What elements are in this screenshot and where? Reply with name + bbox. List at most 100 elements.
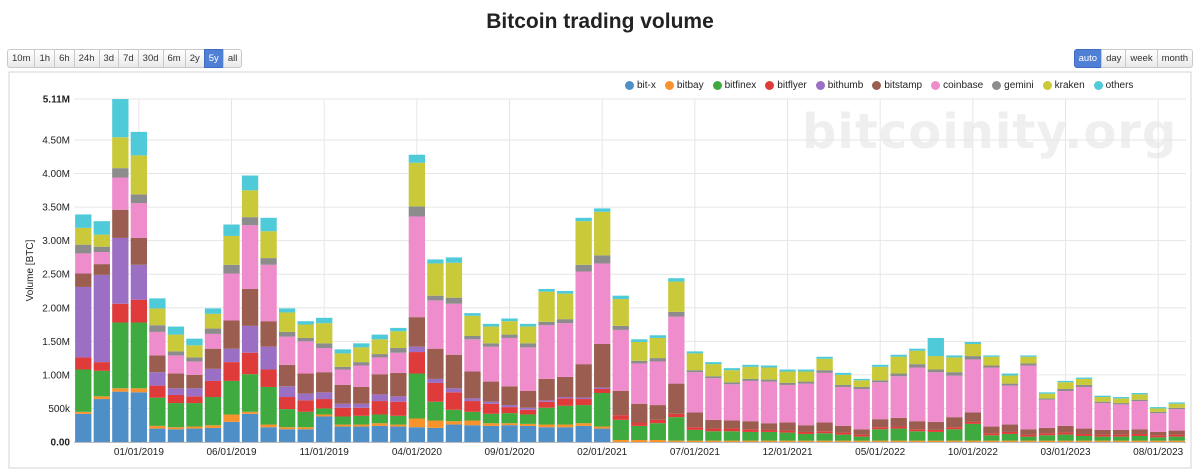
bar-segment-kraken[interactable] bbox=[390, 331, 407, 349]
bar-segment-others[interactable] bbox=[1001, 373, 1019, 376]
bar-segment-kraken[interactable] bbox=[686, 353, 704, 371]
bar-segment-bithumb[interactable] bbox=[167, 388, 185, 396]
bar-segment-bitflyer[interactable] bbox=[983, 433, 1000, 436]
bar-segment-coinbase[interactable] bbox=[779, 384, 796, 423]
bar-segment-bitfinex[interactable] bbox=[93, 370, 110, 397]
bar-segment-bitbay[interactable] bbox=[1057, 440, 1074, 442]
bar-segment-bitfinex[interactable] bbox=[779, 432, 796, 441]
bar-segment-gemini[interactable] bbox=[964, 356, 982, 360]
bar-segment-bitfinex[interactable] bbox=[1094, 436, 1111, 441]
bar-segment-others[interactable] bbox=[927, 337, 944, 357]
bar-segment-bitfinex[interactable] bbox=[1001, 433, 1019, 441]
bar-segment-bitbay[interactable] bbox=[371, 423, 388, 426]
bar-segment-bitstamp[interactable] bbox=[686, 412, 704, 428]
bar-segment-gemini[interactable] bbox=[723, 382, 741, 385]
bar-segment-bitstamp[interactable] bbox=[1112, 429, 1130, 435]
bar-segment-bitbay[interactable] bbox=[278, 427, 296, 430]
group-week-button[interactable]: week bbox=[1125, 49, 1158, 68]
bar-segment-gemini[interactable] bbox=[371, 354, 388, 358]
bar-segment-bitbay[interactable] bbox=[723, 440, 741, 442]
bar-segment-bitflyer[interactable] bbox=[1038, 433, 1056, 436]
group-auto-button[interactable]: auto bbox=[1073, 49, 1103, 68]
bar-segment-others[interactable] bbox=[445, 257, 463, 263]
bar-segment-bitflyer[interactable] bbox=[927, 429, 944, 432]
bar-segment-coinbase[interactable] bbox=[538, 325, 555, 379]
bar-segment-bithumb[interactable] bbox=[130, 264, 148, 300]
bar-segment-kraken[interactable] bbox=[1131, 394, 1148, 400]
bar-segment-bitstamp[interactable] bbox=[575, 364, 592, 398]
bar-segment-coinbase[interactable] bbox=[816, 372, 833, 423]
bar-segment-bitstamp[interactable] bbox=[1020, 429, 1037, 435]
bar-segment-gemini[interactable] bbox=[427, 295, 444, 301]
bar-segment-bit-x[interactable] bbox=[519, 425, 537, 442]
bar-segment-bit-x[interactable] bbox=[241, 413, 259, 442]
bar-segment-gemini[interactable] bbox=[186, 357, 203, 362]
bar-segment-coinbase[interactable] bbox=[204, 333, 222, 349]
bar-segment-coinbase[interactable] bbox=[130, 203, 148, 238]
bar-segment-bit-x[interactable] bbox=[427, 427, 444, 442]
bar-segment-coinbase[interactable] bbox=[353, 365, 370, 387]
bar-segment-bitflyer[interactable] bbox=[705, 428, 722, 432]
bar-segment-bitfinex[interactable] bbox=[1150, 437, 1167, 441]
bar-segment-coinbase[interactable] bbox=[1112, 404, 1130, 430]
bar-segment-bitbay[interactable] bbox=[1001, 440, 1019, 442]
bar-segment-bit-x[interactable] bbox=[464, 425, 481, 442]
legend-item-bitflyer[interactable]: bitflyer bbox=[765, 80, 807, 91]
bar-segment-others[interactable] bbox=[779, 369, 796, 372]
bar-segment-others[interactable] bbox=[612, 295, 629, 300]
bar-segment-gemini[interactable] bbox=[1150, 411, 1167, 414]
bar-segment-coinbase[interactable] bbox=[686, 372, 704, 413]
bar-segment-others[interactable] bbox=[575, 217, 592, 222]
bar-segment-bitfinex[interactable] bbox=[186, 403, 203, 427]
bar-segment-coinbase[interactable] bbox=[464, 339, 481, 372]
bar-segment-bitstamp[interactable] bbox=[371, 374, 388, 395]
group-month-button[interactable]: month bbox=[1156, 49, 1193, 68]
bar-segment-bit-x[interactable] bbox=[353, 426, 370, 442]
bar-segment-bitstamp[interactable] bbox=[612, 390, 629, 416]
bar-segment-bitbay[interactable] bbox=[538, 424, 555, 428]
bar-segment-bitstamp[interactable] bbox=[427, 348, 444, 379]
bar-segment-gemini[interactable] bbox=[93, 246, 110, 253]
bar-segment-others[interactable] bbox=[204, 308, 222, 314]
bar-segment-bitflyer[interactable] bbox=[93, 362, 110, 371]
bar-segment-others[interactable] bbox=[223, 224, 240, 236]
bar-segment-bitstamp[interactable] bbox=[779, 422, 796, 431]
bar-segment-bitbay[interactable] bbox=[705, 440, 722, 442]
bar-segment-others[interactable] bbox=[112, 99, 129, 138]
bar-segment-kraken[interactable] bbox=[297, 324, 314, 338]
bar-segment-bitstamp[interactable] bbox=[853, 429, 870, 435]
bar-segment-bitstamp[interactable] bbox=[204, 348, 222, 369]
bar-segment-kraken[interactable] bbox=[112, 137, 129, 169]
bar-segment-bitbay[interactable] bbox=[223, 414, 240, 422]
bar-segment-bitstamp[interactable] bbox=[445, 354, 463, 389]
bar-segment-bitstamp[interactable] bbox=[668, 383, 685, 414]
bar-segment-bitbay[interactable] bbox=[408, 418, 426, 428]
bar-segment-bithumb[interactable] bbox=[408, 346, 426, 353]
bar-segment-bitflyer[interactable] bbox=[427, 382, 444, 402]
bar-segment-others[interactable] bbox=[686, 351, 704, 354]
bar-segment-bitbay[interactable] bbox=[890, 440, 907, 442]
bar-segment-others[interactable] bbox=[1094, 395, 1111, 398]
bar-segment-bitflyer[interactable] bbox=[519, 409, 537, 415]
bar-segment-bitstamp[interactable] bbox=[816, 422, 833, 432]
bar-segment-coinbase[interactable] bbox=[853, 388, 870, 430]
bar-segment-gemini[interactable] bbox=[464, 335, 481, 340]
bar-segment-bitflyer[interactable] bbox=[575, 399, 592, 406]
bar-segment-others[interactable] bbox=[946, 355, 963, 358]
bar-segment-coinbase[interactable] bbox=[297, 341, 314, 374]
bar-segment-bithumb[interactable] bbox=[297, 393, 314, 401]
bar-segment-bitfinex[interactable] bbox=[594, 393, 611, 427]
bar-segment-gemini[interactable] bbox=[130, 194, 148, 204]
bar-segment-bit-x[interactable] bbox=[556, 427, 574, 442]
bar-segment-coinbase[interactable] bbox=[964, 359, 982, 413]
bar-segment-bitfinex[interactable] bbox=[742, 431, 759, 441]
bar-segment-kraken[interactable] bbox=[204, 313, 222, 329]
bar-segment-others[interactable] bbox=[130, 131, 148, 156]
bar-segment-bitflyer[interactable] bbox=[482, 403, 500, 414]
bar-segment-gemini[interactable] bbox=[1038, 398, 1056, 400]
bar-segment-others[interactable] bbox=[482, 323, 500, 327]
bar-segment-bitstamp[interactable] bbox=[594, 344, 611, 388]
bar-segment-bitflyer[interactable] bbox=[538, 401, 555, 408]
bar-segment-bitflyer[interactable] bbox=[779, 430, 796, 433]
bar-segment-bitbay[interactable] bbox=[853, 440, 870, 442]
